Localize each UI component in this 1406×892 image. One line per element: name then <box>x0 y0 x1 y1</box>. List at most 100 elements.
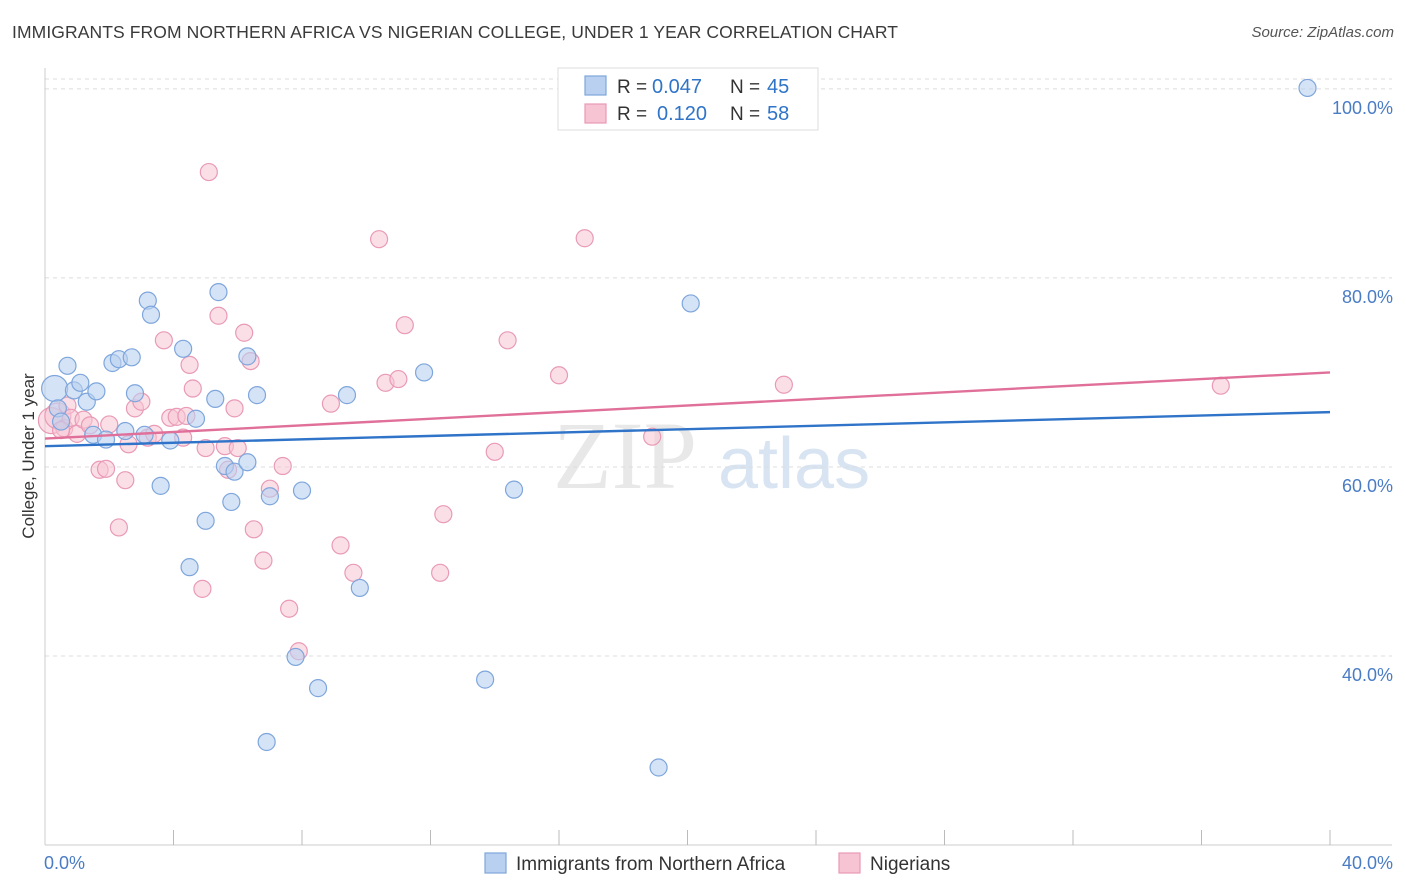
northern-africa-point <box>649 758 668 777</box>
watermark-zip: ZIP <box>553 402 697 509</box>
nigerians-point <box>344 563 363 582</box>
northern-africa-point <box>180 558 199 577</box>
y-tick-label-100: 100.0% <box>1332 98 1393 118</box>
nigerians-point <box>498 331 517 350</box>
nigerians-point <box>199 162 218 182</box>
nigerians-point <box>280 599 299 618</box>
northern-africa-point <box>186 409 206 428</box>
y-tick-label-60: 60.0% <box>1342 476 1393 496</box>
northern-africa-point <box>161 431 180 450</box>
nigerians-point <box>180 355 199 374</box>
nigerians-point <box>431 563 450 582</box>
nigerians-trend-line <box>44 371 1331 440</box>
legend-r-label-b: R = <box>617 104 647 125</box>
correlation-legend: R = 0.047 N = 45 R = 0.120 N = 58 <box>557 67 819 131</box>
nigerians-point <box>225 399 244 418</box>
chart-source: Source: ZipAtlas.com <box>1251 24 1394 41</box>
northern-africa-point <box>122 348 141 367</box>
nigerians-point <box>331 536 350 555</box>
bottom-legend-swatch-northern-africa <box>484 852 507 874</box>
nigerians-point <box>643 427 662 446</box>
x-tick-label-0: 0.0% <box>44 853 85 873</box>
axes <box>44 68 1392 846</box>
northern-africa-point <box>209 283 228 302</box>
nigerians-point <box>109 518 128 537</box>
nigerians-point <box>193 579 212 598</box>
northern-africa-point <box>41 374 69 403</box>
northern-africa-point <box>681 294 700 313</box>
northern-africa-point <box>286 647 305 667</box>
nigerians-point <box>395 316 414 335</box>
legend-n-value-b: 58 <box>767 103 789 125</box>
bottom-legend-label-nigerians: Nigerians <box>870 854 950 875</box>
series-legend: Immigrants from Northern Africa Nigerian… <box>484 852 950 875</box>
legend-n-label-b: N = <box>730 104 760 125</box>
nigerians-point <box>154 331 173 350</box>
northern-africa-point <box>238 347 257 366</box>
nigerians-point <box>549 366 569 385</box>
nigerians-point <box>96 459 116 478</box>
watermark-atlas: atlas <box>718 424 870 504</box>
nigerians-point <box>228 438 247 458</box>
nigerians-point <box>254 551 273 570</box>
northern-africa-point <box>151 476 170 495</box>
nigerians-point <box>183 379 202 398</box>
y-tick-label-80: 80.0% <box>1342 287 1393 307</box>
northern-africa-point <box>71 373 90 392</box>
northern-africa-point <box>260 487 279 506</box>
nigerians-point <box>100 415 119 434</box>
nigerians-point <box>321 394 341 413</box>
nigerians-point <box>774 375 793 394</box>
northern-africa-point <box>238 453 257 472</box>
legend-swatch-nigerians <box>584 103 607 124</box>
nigerians-point <box>116 471 135 490</box>
nigerians-point <box>370 230 389 249</box>
legend-r-value-b: 0.120 <box>657 103 707 125</box>
northern-africa-point <box>58 356 77 375</box>
legend-n-label-a: N = <box>730 77 760 98</box>
nigerians-point <box>235 323 254 342</box>
northern-africa-point <box>116 421 135 441</box>
northern-africa-point <box>476 670 495 689</box>
trend-lines <box>44 371 1331 448</box>
northern-africa-point <box>414 363 434 382</box>
northern-africa-trend-line <box>44 410 1331 448</box>
northern-africa-point <box>247 386 267 405</box>
northern-africa-point <box>337 386 357 405</box>
northern-africa-point <box>222 492 241 512</box>
legend-swatch-northern-africa <box>584 75 607 96</box>
northern-africa-point <box>1298 78 1317 98</box>
legend-r-label-a: R = <box>617 77 647 98</box>
northern-africa-point <box>308 679 328 698</box>
bottom-legend-swatch-nigerians <box>838 852 861 874</box>
chart-title: IMMIGRANTS FROM NORTHERN AFRICA VS NIGER… <box>12 22 899 42</box>
northern-africa-point <box>350 578 369 598</box>
tick-labels: 40.0% 60.0% 80.0% 100.0% 0.0% 40.0% <box>44 98 1393 873</box>
bottom-legend-label-northern-africa: Immigrants from Northern Africa <box>516 854 786 875</box>
nigerians-point <box>389 369 408 389</box>
y-axis-title: College, Under 1 year <box>19 373 38 539</box>
nigerians-point <box>209 306 228 325</box>
northern-africa-points <box>41 78 1317 777</box>
nigerians-point <box>575 229 594 248</box>
northern-africa-point <box>206 389 225 409</box>
nigerians-point <box>1211 376 1230 395</box>
northern-africa-point <box>257 732 276 752</box>
nigerians-point <box>244 520 263 539</box>
legend-n-value-a: 45 <box>767 76 789 98</box>
northern-africa-point <box>174 339 193 358</box>
nigerians-point <box>196 438 215 458</box>
nigerians-point <box>434 505 453 524</box>
northern-africa-point <box>196 511 215 530</box>
northern-africa-point <box>504 480 524 499</box>
northern-africa-point <box>51 412 71 431</box>
y-tick-label-40: 40.0% <box>1342 665 1393 685</box>
legend-r-value-a: 0.047 <box>652 76 702 98</box>
northern-africa-point <box>141 305 161 324</box>
nigerians-point <box>273 456 292 476</box>
northern-africa-point <box>125 384 145 403</box>
x-tick-label-40: 40.0% <box>1342 853 1393 873</box>
northern-africa-point <box>225 462 244 481</box>
northern-africa-point <box>87 382 106 401</box>
